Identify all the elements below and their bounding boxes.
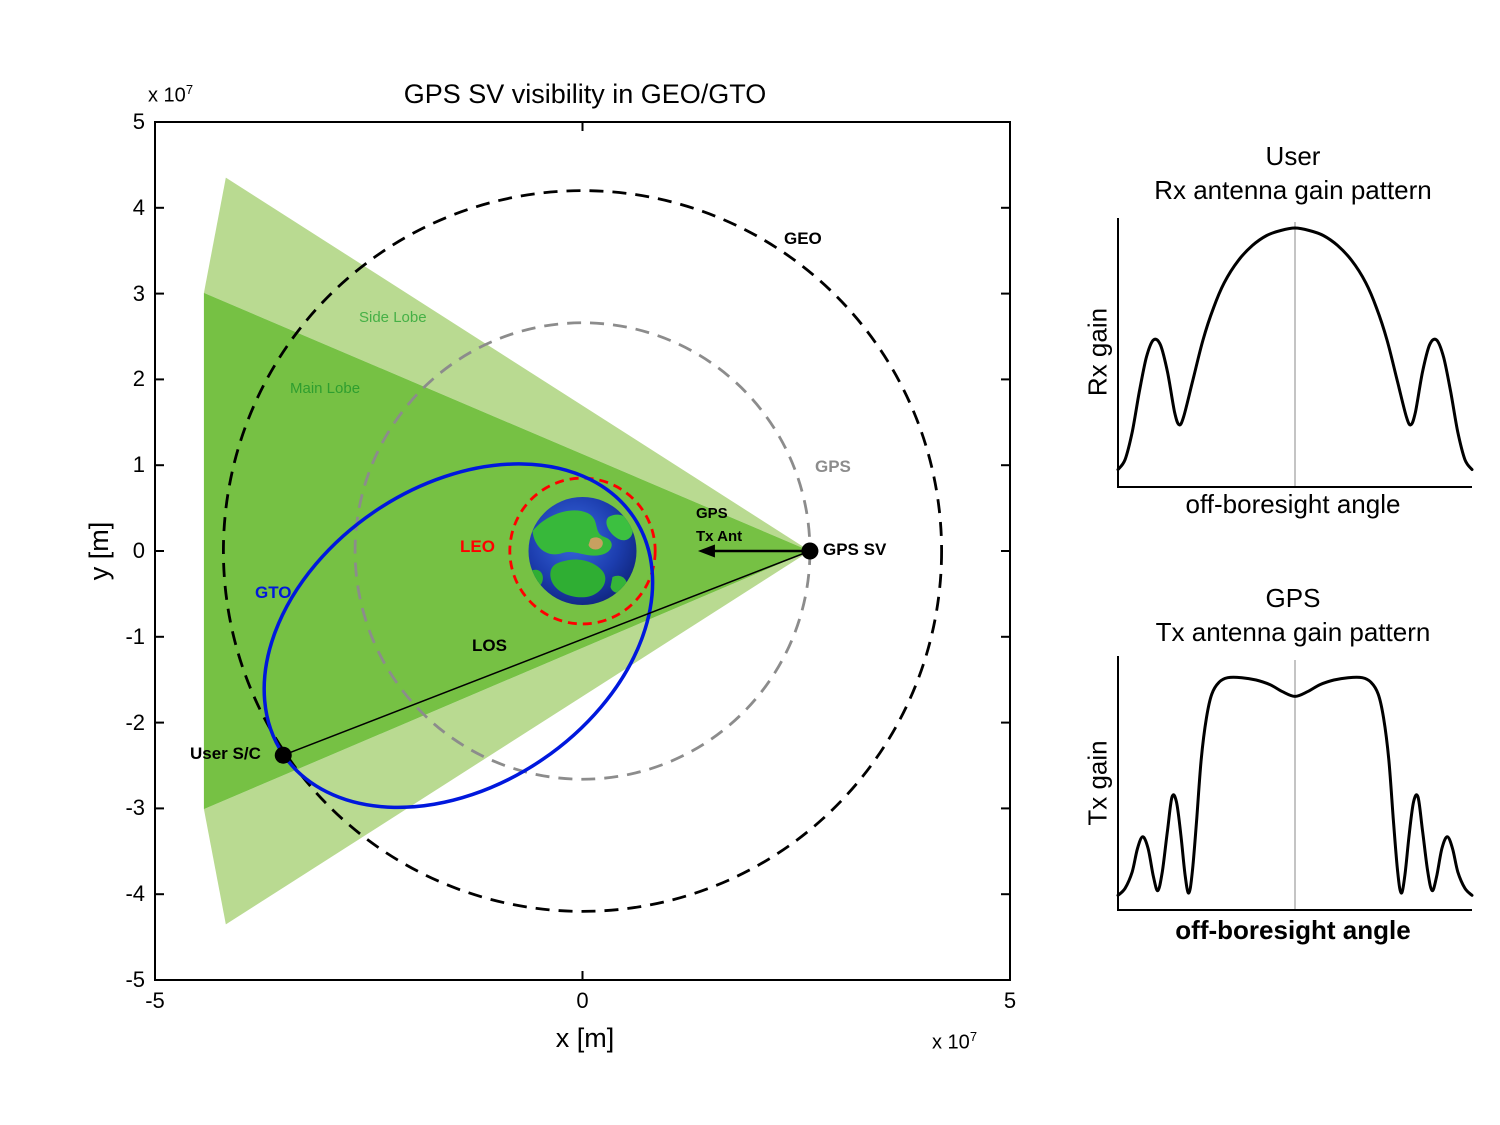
tx-panel-title-line2: Tx antenna gain pattern (1155, 617, 1431, 647)
x-scale-exponent: 7 (969, 1029, 978, 1044)
y-tick-label: 5 (132, 109, 145, 134)
x-scale-mantissa: x 10 (932, 1031, 970, 1054)
leo-label: LEO (460, 537, 495, 556)
y-tick-label: -4 (125, 881, 145, 907)
y-tick-label: -2 (125, 709, 145, 735)
tx-gain-axis-label: Tx gain (1082, 740, 1113, 826)
rx-panel-title-line1: User (1265, 141, 1321, 171)
y-scale-exponent: 7 (185, 82, 194, 97)
tx-panel-title-line1: GPS (1265, 583, 1321, 613)
y-axis-label: y [m] (84, 521, 115, 581)
rx-gain-axis-label: Rx gain (1082, 307, 1113, 397)
main-axes (154, 121, 1011, 981)
los-label: LOS (472, 636, 507, 655)
gto-label: GTO (255, 583, 292, 602)
y-scale-mantissa: x 10 (148, 84, 186, 107)
gps-sv-label: GPS SV (823, 540, 887, 559)
y-tick-label: -1 (125, 623, 145, 649)
y-tick-label: 3 (132, 280, 145, 306)
main-title: GPS SV visibility in GEO/GTO (403, 79, 767, 109)
markers-and-lines (274, 542, 819, 764)
x-axis-label: x [m] (555, 1023, 615, 1053)
side-lobe-label: Side Lobe (359, 309, 427, 326)
tx-ant-label-line2: Tx Ant (696, 528, 743, 545)
x-axis-scale-label: x 107 (932, 1029, 978, 1054)
y-tick-label: 0 (132, 538, 145, 563)
tx-offboresight-label: off-boresight angle (1175, 915, 1411, 945)
y-tick-label: 4 (132, 194, 145, 220)
y-tick-label: -3 (125, 795, 145, 821)
y-axis-scale-label: x 107 (148, 82, 194, 107)
earth-illustration (528, 497, 637, 605)
x-tick-label: 0 (576, 988, 589, 1013)
y-tick-label: 2 (132, 366, 145, 392)
main-lobe-label: Main Lobe (290, 380, 361, 397)
y-tick-label: -5 (125, 967, 145, 992)
rx-panel-title-line2: Rx antenna gain pattern (1154, 175, 1432, 205)
geo-label: GEO (784, 229, 822, 248)
gain-panels (1116, 218, 1474, 911)
x-tick-label: 5 (1003, 988, 1017, 1013)
x-tick-label: -5 (145, 988, 165, 1013)
gps-orbit-label: GPS (815, 457, 851, 476)
rx-offboresight-label: off-boresight angle (1185, 489, 1401, 519)
y-tick-label: 1 (132, 452, 145, 478)
user-sc-label: User S/C (190, 744, 261, 763)
tx-ant-label-line1: GPS (696, 505, 728, 522)
